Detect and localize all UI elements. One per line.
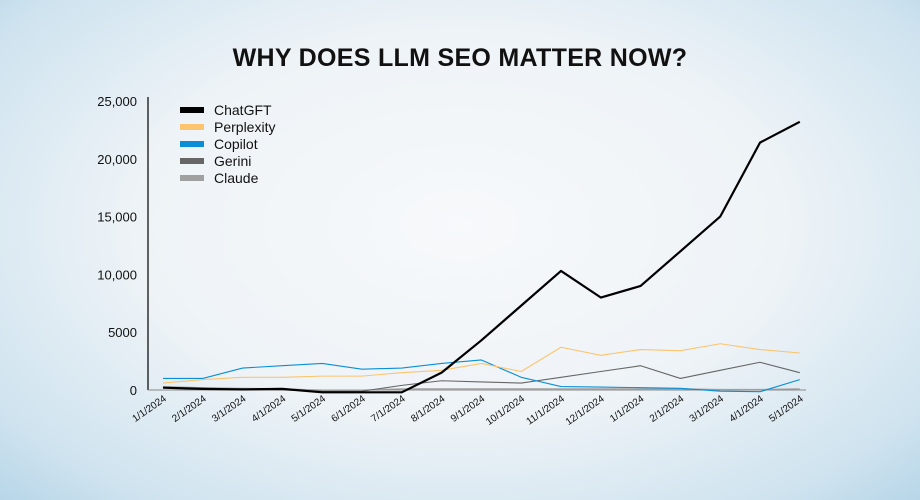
x-tick-label: 7/1/2024: [369, 393, 408, 425]
legend-swatch-claude: [180, 175, 204, 181]
legend-label-gerini: Gerini: [214, 153, 251, 169]
y-tick-label: 20,000: [97, 152, 137, 167]
x-tick-label: 9/1/2024: [449, 393, 488, 425]
legend-swatch-perplexity: [180, 124, 204, 130]
chart-title: WHY DOES LLM SEO MATTER NOW?: [232, 44, 688, 72]
x-tick-label: 6/1/2024: [330, 393, 369, 425]
y-tick-label: 10,000: [97, 267, 137, 282]
legend-label-copilot: Copilot: [214, 136, 258, 152]
legend-label-chatgft: ChatGFT: [214, 102, 272, 118]
legend-swatch-copilot: [180, 141, 204, 147]
x-tick-label: 10/1/2024: [484, 393, 527, 428]
legend-label-claude: Claude: [214, 170, 259, 186]
series-line-perplexity: [162, 343, 800, 384]
y-tick-label: 0: [130, 383, 137, 398]
y-tick-label: 25,000: [97, 94, 137, 109]
x-tick-label: 5/1/2024: [767, 393, 806, 425]
series-line-chatgft: [162, 120, 801, 394]
x-tick-label: 12/1/2024: [564, 393, 607, 428]
y-tick-label: 5000: [108, 325, 137, 340]
series-line-copilot: [163, 359, 800, 393]
legend-swatch-gerini: [180, 158, 204, 164]
x-tick-label: 8/1/2024: [409, 393, 448, 425]
x-tick-label: 3/1/2024: [688, 393, 727, 425]
y-tick-label: 15,000: [97, 210, 137, 225]
x-tick-label: 2/1/2024: [648, 393, 687, 425]
x-tick-label: 2/1/2024: [170, 393, 209, 425]
x-tick-label: 5/1/2024: [290, 393, 329, 425]
x-tick-label: 3/1/2024: [210, 393, 249, 425]
x-tick-label: 4/1/2024: [250, 393, 289, 425]
x-tick-label: 4/1/2024: [728, 393, 767, 425]
x-tick-label: 11/1/2024: [525, 393, 568, 427]
legend-label-perplexity: Perplexity: [214, 119, 275, 135]
legend-swatch-chatgft: [180, 107, 204, 113]
x-tick-label: 1/1/2024: [608, 393, 647, 425]
